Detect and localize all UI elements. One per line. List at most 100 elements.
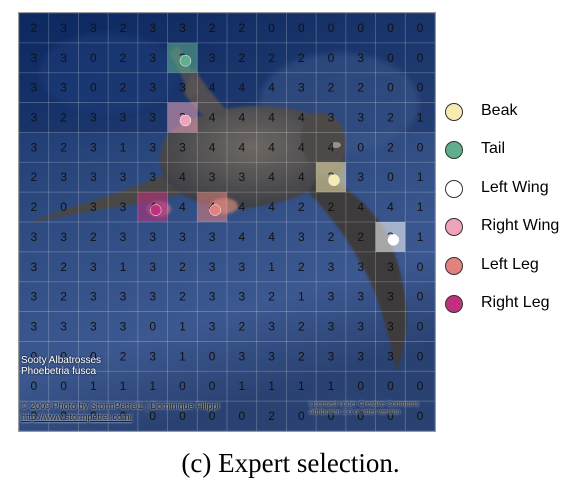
grid-cell-value: 0: [387, 379, 394, 393]
grid-cell-value: 0: [417, 349, 424, 363]
grid-cell-value: 3: [90, 21, 97, 35]
legend-swatch-icon: [445, 294, 463, 313]
grid-cell-value: 0: [31, 349, 38, 363]
grid-cell-value: 3: [90, 111, 97, 125]
grid-cell-value: 3: [387, 349, 394, 363]
grid-cell-value: 4: [268, 81, 275, 95]
grid-cell-value: 2: [268, 51, 275, 65]
legend-label: Right Leg: [481, 293, 550, 311]
grid-cell-value: 2: [298, 260, 305, 274]
copyright-text: © 2009 Photo by StormPetrel1 | Dominique…: [21, 401, 220, 411]
grid-cell-value: 2: [268, 409, 275, 423]
grid-cell-value: 3: [60, 51, 67, 65]
legend-item-tail: Tail: [445, 136, 575, 174]
grid-cell-value: 3: [90, 320, 97, 334]
grid-cell-value: 0: [179, 409, 186, 423]
grid-cell-value: 1: [90, 379, 97, 393]
grid-cell-value: 4: [239, 230, 246, 244]
legend-label: Left Wing: [481, 178, 549, 196]
grid-cell-value: 0: [357, 140, 364, 154]
grid-cell-value: 2: [120, 349, 127, 363]
grid-cell-value: 1: [298, 379, 305, 393]
grid-cell-value: 1: [179, 320, 186, 334]
grid-cell-value: 3: [120, 230, 127, 244]
grid-cell-value: 3: [149, 51, 156, 65]
part-marker-left-wing: [387, 234, 400, 246]
grid-cell-value: 2: [387, 140, 394, 154]
grid-cell-value: 2: [298, 200, 305, 214]
grid-cell-value: 1: [268, 260, 275, 274]
grid-cell-value: 1: [239, 379, 246, 393]
part-marker-beak: [328, 174, 340, 186]
part-marker-left-leg: [209, 204, 221, 216]
grid-cell-value: 0: [387, 81, 394, 95]
grid-cell-value: 3: [239, 260, 246, 274]
grid-cell-value: 3: [31, 320, 38, 334]
grid-cell-value: 3: [357, 320, 364, 334]
photo-credit: © 2009 Photo by StormPetrel1 | Dominique…: [21, 401, 220, 423]
grid-cell-value: 0: [179, 379, 186, 393]
grid-cell-value: 0: [90, 51, 97, 65]
grid-cell-value: 0: [328, 409, 335, 423]
grid-cell-value: 3: [357, 290, 364, 304]
grid-cell-value: 0: [417, 290, 424, 304]
grid-cell-value: 4: [268, 111, 275, 125]
grid-cell-value: 2: [328, 200, 335, 214]
grid-cell-value: 0: [328, 51, 335, 65]
grid-cell-value: 3: [268, 320, 275, 334]
grid-cell-value: 3: [60, 21, 67, 35]
grid-cell-value: 0: [298, 409, 305, 423]
grid-cell-value: 3: [328, 290, 335, 304]
species-credit: Sooty Albatrosses Phoebetria fusca: [21, 355, 101, 377]
grid-cell-value: 3: [209, 51, 216, 65]
grid-cell-value: 2: [209, 21, 216, 35]
bird-figure: 2 3 3 2 3 3 2 2 0 0 0 0 0 0 3 3 0 2 3 3 3 2 2 2 0 3 0 0 3 3 0 2 3 3 4 4 4 3 2 2…: [18, 12, 436, 432]
grid-cell-value: 3: [328, 349, 335, 363]
grid-cell-value: 0: [209, 379, 216, 393]
legend-label: Tail: [481, 140, 506, 158]
grid-cell-value: 0: [60, 409, 67, 423]
bird-photo: [19, 13, 435, 431]
grid-cell-value: 0: [357, 379, 364, 393]
species-latin-name: Phoebetria fusca: [21, 366, 97, 377]
grid-cell-value: 3: [120, 170, 127, 184]
grid-cell-value: 3: [149, 111, 156, 125]
grid-cell-value: 2: [120, 51, 127, 65]
grid-cell-value: 4: [298, 140, 305, 154]
grid-cell-value: 4: [239, 81, 246, 95]
grid-cell-value: 3: [120, 290, 127, 304]
grid-cell-value: 3: [209, 260, 216, 274]
grid-cell-value: 3: [179, 140, 186, 154]
grid-cell-value: 0: [417, 320, 424, 334]
grid-cell-value: 3: [149, 140, 156, 154]
grid-cell-value: 1: [120, 140, 127, 154]
grid-cell-value: 3: [120, 320, 127, 334]
grid-cell-value: 3: [239, 170, 246, 184]
legend-item-left-wing: Left Wing: [445, 175, 575, 213]
legend-swatch-icon: [445, 179, 463, 198]
grid-cell-value: 2: [239, 320, 246, 334]
grid-cell-value: 3: [357, 51, 364, 65]
legend-item-beak: Beak: [445, 98, 575, 136]
grid-cell-value: 3: [149, 81, 156, 95]
website-link[interactable]: http://www.stormpetrel.com/: [21, 412, 133, 422]
grid-cell-value: 4: [298, 111, 305, 125]
grid-cell-value: 1: [417, 170, 424, 184]
grid-cell-value: 3: [149, 260, 156, 274]
grid-cell-value: 3: [357, 349, 364, 363]
grid-cell-value: 0: [357, 409, 364, 423]
grid-cell-value: 2: [60, 260, 67, 274]
legend-swatch-icon: [445, 103, 463, 121]
legend-swatch-icon: [445, 218, 463, 237]
grid-cell-value: 2: [328, 81, 335, 95]
legend-label: Beak: [481, 102, 518, 119]
grid-cell-value: 0: [90, 349, 97, 363]
grid-cell-value: 0: [387, 170, 394, 184]
part-marker-right-leg: [149, 204, 162, 216]
grid-cell-value: 1: [328, 379, 335, 393]
grid-cell-value: 0: [209, 349, 216, 363]
grid-cell-value: 4: [328, 140, 335, 154]
grid-cell-value: 3: [357, 260, 364, 274]
grid-cell-value: 3: [31, 81, 38, 95]
grid-cell-value: 4: [179, 200, 186, 214]
